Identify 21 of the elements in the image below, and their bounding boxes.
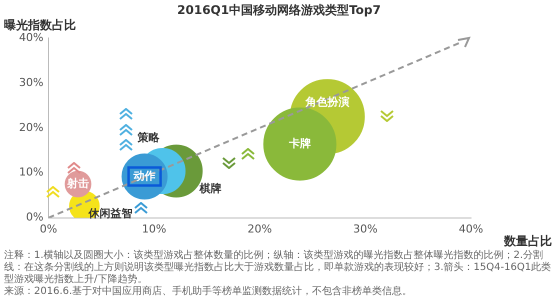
series-label: 动作 [132,169,156,182]
text: 注释：1.横轴以及圆圈大小：该类型游戏占整体数量的比例；纵轴：该类型游戏的曝光指数占整体曝光指数的比例；2.分割线：在这条分割线的上方则说明该类型曝光指数占比大于游戏数量占比，即单款游戏的表现较好；3.箭头：15Q4-16Q1此类型游戏曝光指数上升/下降趋势。 [4,250,552,286]
y-tick-label: 30% [18,76,44,89]
y-axis-title: 曝光指数占比 [4,18,76,32]
y-tick-label: 0% [26,210,44,224]
chart-title: 2016Q1中国移动网络游戏类型Top7 [177,3,381,18]
series-label: 卡牌 [288,136,311,150]
series-label: 棋牌 [198,182,222,195]
x-tick-label: 0% [40,222,58,236]
x-axis-title: 数量占比 [503,234,552,248]
x-tick-label: 20% [248,222,272,236]
y-tick-label: 20% [18,120,44,134]
x-tick-label: 10% [142,222,166,236]
source-note: 来源：2016.6.基于对中国应用商店、手机助手等榜单监测数据统计，不包含非榜单类信息。 [4,286,414,298]
x-tick-label: 30% [353,222,378,236]
x-tick-label: 40% [458,222,484,236]
y-tick-label: 10% [18,166,44,179]
series-label: 角色扮演 [304,96,350,109]
series-label: 策略 [136,130,161,144]
series-label: 射击 [66,176,90,190]
y-tick-label: 40% [18,30,44,44]
